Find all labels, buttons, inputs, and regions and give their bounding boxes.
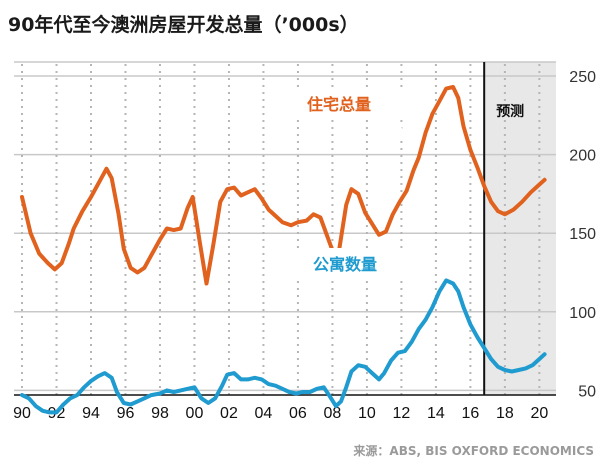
- x-tick-label-16: 16: [461, 405, 479, 422]
- y-tick-label-150: 150: [569, 226, 596, 243]
- y-tick-label-50: 50: [578, 383, 596, 400]
- x-tick-label-08: 08: [324, 405, 342, 422]
- series-line-total-dwellings: [20, 85, 547, 286]
- series-label-total-dwellings: 住宅总量: [307, 95, 371, 114]
- x-tick-label-00: 00: [186, 405, 204, 422]
- series-label-apartments-box: [286, 248, 404, 280]
- source-note: 来源：ABS, BIS OXFORD ECONOMICS: [353, 444, 594, 458]
- series-label-apartments: 公寓数量: [313, 255, 377, 274]
- x-tick-label-02: 02: [220, 405, 238, 422]
- x-tick-label-04: 04: [255, 405, 273, 422]
- chart-title: 90年代至今澳洲房屋开发总量（’000s）: [8, 14, 359, 36]
- series-label-total-dwellings-pointer: [384, 120, 410, 145]
- forecast-shade: [484, 62, 556, 395]
- x-tick-label-98: 98: [151, 405, 169, 422]
- x-tick-label-14: 14: [427, 405, 445, 422]
- series-label-apartments-pointer: [382, 280, 400, 308]
- x-tick-label-06: 06: [289, 405, 307, 422]
- series-line-apartments: [20, 278, 547, 415]
- x-tick-label-12: 12: [393, 405, 411, 422]
- x-tick-label-94: 94: [82, 405, 100, 422]
- y-tick-label-200: 200: [569, 148, 596, 165]
- forecast-label: 预测: [496, 103, 524, 120]
- series-label-total-dwellings-box: [274, 88, 404, 120]
- x-tick-label-10: 10: [358, 405, 376, 422]
- y-tick-label-100: 100: [569, 305, 596, 322]
- x-tick-label-18: 18: [496, 405, 514, 422]
- x-tick-label-96: 96: [117, 405, 135, 422]
- x-tick-label-90: 90: [13, 405, 31, 422]
- y-tick-label-250: 250: [569, 69, 596, 86]
- x-tick-label-20: 20: [530, 405, 548, 422]
